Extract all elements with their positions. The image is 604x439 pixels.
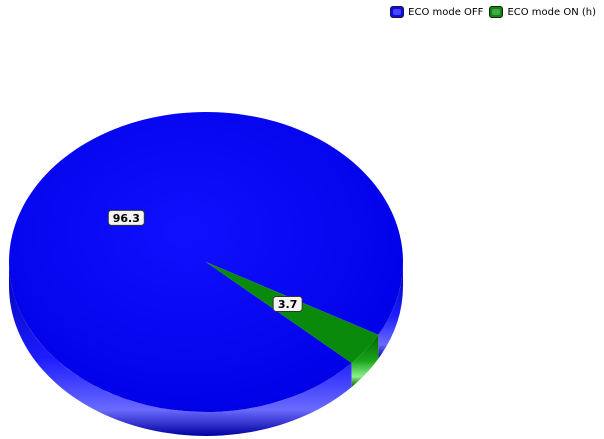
legend-swatch-eco-on (489, 6, 504, 18)
pie-slice-eco-on (206, 262, 379, 363)
pie-slice-side-eco-on (351, 334, 379, 387)
svg-text:3.7: 3.7 (278, 298, 298, 311)
legend-label-eco-off: ECO mode OFF (408, 6, 484, 18)
data-label-eco-on: 3.7 (272, 295, 303, 312)
pie-slice-eco-off (8, 112, 404, 413)
data-label-eco-off: 96.3 (107, 209, 145, 226)
pie-slice-side-eco-off (9, 262, 352, 437)
svg-text:96.3: 96.3 (113, 212, 140, 225)
legend: ECO mode OFF ECO mode ON (h) (390, 6, 596, 18)
pie-slice-side-eco-off (378, 262, 403, 359)
legend-label-eco-on: ECO mode ON (h) (507, 6, 596, 18)
legend-item-eco-on: ECO mode ON (h) (489, 6, 596, 18)
legend-item-eco-off: ECO mode OFF (390, 6, 483, 18)
legend-swatch-eco-off (390, 6, 405, 18)
